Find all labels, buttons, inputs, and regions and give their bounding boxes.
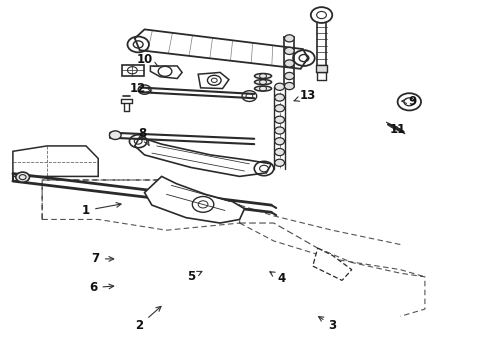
Circle shape: [16, 172, 29, 182]
Circle shape: [274, 83, 284, 90]
Circle shape: [274, 148, 284, 156]
Polygon shape: [122, 64, 143, 76]
Text: 13: 13: [293, 89, 315, 102]
Ellipse shape: [254, 73, 271, 78]
Circle shape: [284, 72, 294, 80]
Circle shape: [274, 94, 284, 101]
Circle shape: [274, 105, 284, 112]
Circle shape: [109, 131, 121, 139]
Polygon shape: [135, 137, 271, 176]
Circle shape: [274, 116, 284, 123]
Circle shape: [284, 82, 294, 90]
Text: 8: 8: [138, 127, 149, 145]
Text: 5: 5: [186, 270, 202, 283]
Text: 6: 6: [89, 281, 114, 294]
Polygon shape: [135, 30, 307, 69]
Polygon shape: [312, 248, 351, 280]
Text: 2: 2: [135, 306, 161, 332]
Circle shape: [284, 35, 294, 42]
Text: 9: 9: [401, 95, 416, 108]
Text: 12: 12: [130, 82, 152, 95]
Polygon shape: [150, 66, 182, 78]
Ellipse shape: [254, 86, 271, 91]
Polygon shape: [13, 146, 98, 176]
Text: 4: 4: [269, 272, 285, 285]
Polygon shape: [198, 72, 228, 89]
Circle shape: [284, 47, 294, 54]
Circle shape: [274, 138, 284, 145]
Text: 1: 1: [82, 203, 121, 217]
Circle shape: [284, 60, 294, 67]
Text: 7: 7: [92, 252, 114, 265]
Text: 11: 11: [389, 123, 406, 136]
Text: 3: 3: [318, 317, 336, 332]
Text: 10: 10: [136, 53, 158, 67]
Polygon shape: [144, 176, 244, 223]
Circle shape: [274, 127, 284, 134]
Ellipse shape: [254, 80, 271, 85]
Circle shape: [274, 159, 284, 166]
Polygon shape: [315, 65, 327, 72]
